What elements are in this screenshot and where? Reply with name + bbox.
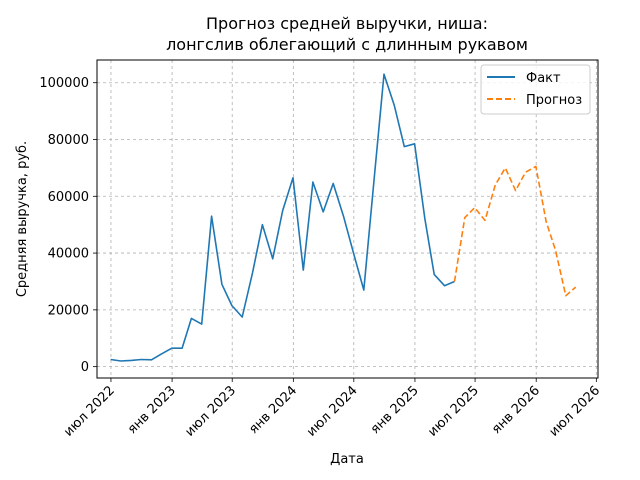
series-line-fact bbox=[110, 73, 455, 362]
y-tick-label: 0 bbox=[81, 360, 89, 375]
chart-title-line1: Прогноз средней выручки, ниша: bbox=[206, 14, 488, 33]
grid bbox=[97, 60, 598, 378]
legend-label-forecast: Прогноз bbox=[526, 93, 582, 108]
y-tick-label: 80000 bbox=[48, 133, 89, 148]
y-axis-label: Средняя выручка, руб. bbox=[15, 141, 30, 297]
y-tick-label: 100000 bbox=[39, 76, 89, 91]
y-tick-label: 40000 bbox=[48, 247, 89, 262]
chart-title-line2: лонгслив облегающий с длинным рукавом bbox=[166, 35, 528, 54]
legend-label-fact: Факт bbox=[526, 71, 561, 86]
y-tick-label: 20000 bbox=[48, 303, 89, 318]
plot-frame bbox=[96, 59, 599, 379]
series-line-forecast bbox=[453, 165, 577, 297]
legend: Факт Прогноз bbox=[480, 64, 591, 115]
y-tick-label: 60000 bbox=[48, 190, 89, 205]
x-axis-label: Дата bbox=[330, 452, 364, 467]
series-lines bbox=[110, 73, 577, 362]
